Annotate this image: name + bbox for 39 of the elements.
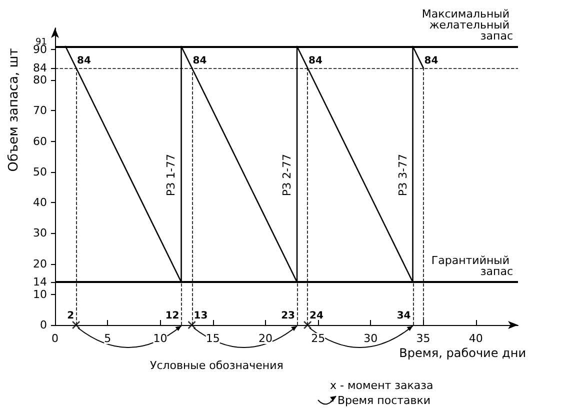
annotation: 34 [396,310,411,322]
annotation: 84 [192,55,207,66]
y-tick-label: 70 [33,104,47,118]
x-tick-label: 25 [311,332,326,345]
x-tick-label: 5 [104,332,112,345]
x-tick-label: 20 [258,332,272,345]
annotation: РЗ 3-77 [396,154,410,196]
annotation: 24 [310,310,324,322]
annotation: 13 [194,310,208,322]
y-tick-label: 84 [33,61,47,74]
text: Условные обозначения [150,359,284,372]
x-tick-label: 35 [416,332,430,345]
y-tick-label: 30 [33,226,47,240]
ref-line-label: Максимальный желательный запас [422,7,513,42]
annotation: 84 [77,55,92,66]
x-tick-label: 0 [52,332,58,345]
y-tick-label: 20 [33,257,47,270]
x-tick-label: 10 [153,332,168,345]
x-tick-label: 40 [468,332,483,345]
annotation: 12 [165,310,180,322]
y-tick-label: 80 [33,74,47,87]
annotation: РЗ 2-77 [280,154,294,196]
annotation: 2 [67,310,74,322]
ref-line-label: Гарантийный запас [431,254,513,278]
y-tick-label: 10 [33,288,47,301]
text: x - момент заказа [330,379,434,392]
annotation: 23 [281,310,296,322]
x-axis-title: Время, рабочие дни [399,346,526,360]
y-tick-label: 14 [33,276,47,289]
annotation: 84 [308,55,323,66]
annotation: 84 [424,55,438,66]
annotation: РЗ 1-77 [164,154,178,196]
x-tick-label: 30 [364,332,378,345]
x-tick-label: 15 [206,332,220,345]
y-tick-label: 60 [33,134,47,148]
y-axis-title: Объем запаса, шт [6,48,22,172]
y-tick-label: 50 [33,165,47,178]
y-tick-label: 40 [33,196,47,210]
y-tick-label: 0 [40,318,47,332]
